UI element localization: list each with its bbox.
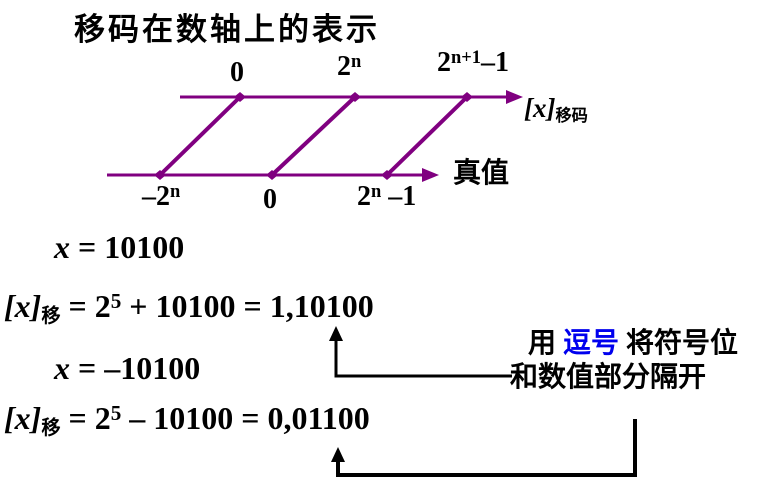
bracket-x: [x]: [4, 400, 42, 436]
annotation-text: 用: [528, 328, 564, 359]
annotation-connector-bottom: [331, 419, 637, 477]
bracket-x: [x]: [524, 93, 556, 123]
tick-exponent: n: [371, 180, 382, 201]
comma-annotation-line1: 用 逗号 将符号位: [528, 328, 739, 360]
tick-value: 2: [437, 47, 451, 78]
bracket-x: [x]: [4, 288, 42, 324]
diagonal-mapping-line: [158, 95, 242, 177]
tick-value: 2: [357, 181, 371, 212]
diagonal-mapping-line: [385, 95, 469, 177]
formula-subscript: 移: [41, 417, 61, 439]
bottom-axis-label-neg2n: –2n: [142, 180, 181, 213]
axis-point-marker: [234, 92, 246, 102]
top-axis-arrow-icon: [506, 90, 523, 104]
formula-excess-positive: [x]移 = 25 + 10100 = 1,10100: [4, 288, 374, 327]
axis-point-marker: [349, 92, 361, 102]
bottom-axis-label-zero: 0: [263, 184, 277, 216]
mapping-diagonals: [158, 95, 469, 177]
formula-variable: x: [54, 350, 70, 386]
axis-name-subscript: 移码: [555, 107, 588, 126]
tick-exponent: n+1: [451, 46, 482, 67]
formula-x-positive: x = 10100: [54, 229, 184, 266]
excess-code-axis-name: [x]移码: [524, 93, 588, 126]
formula-text: – 10100 = 0,01100: [121, 400, 370, 436]
top-axis-label-zero: 0: [230, 57, 244, 89]
axis-point-marker: [461, 92, 473, 102]
annotation-connector-top: [329, 326, 512, 378]
true-value-axis-name: 真值: [453, 158, 510, 189]
axis-point-marker: [266, 170, 278, 180]
formula-text: = 2: [60, 288, 111, 324]
comma-annotation-line2: 和数值部分隔开: [510, 362, 707, 393]
tick-suffix: –1: [481, 47, 510, 78]
formula-subscript: 移: [41, 305, 61, 327]
tick-value: –2: [142, 181, 170, 212]
top-axis-label-2n1-minus1: 2n+1–1: [437, 46, 510, 79]
annotation-text: 将符号位: [619, 328, 739, 359]
tick-exponent: n: [170, 180, 181, 201]
formula-text: = 2: [60, 400, 111, 436]
tick-value: 0: [263, 184, 277, 215]
connector-line: [334, 332, 512, 378]
annotation-highlight: 逗号: [563, 328, 620, 359]
tick-suffix: –1: [381, 181, 417, 212]
formula-excess-negative: [x]移 = 25 – 10100 = 0,01100: [4, 400, 370, 439]
tick-exponent: n: [351, 50, 362, 71]
tick-value: 0: [230, 57, 244, 88]
formula-text: + 10100 = 1,10100: [121, 288, 374, 324]
axis-point-marker: [154, 170, 166, 180]
arrow-up-icon: [329, 326, 343, 341]
formula-exponent: 5: [110, 400, 122, 425]
bottom-axis-arrow-icon: [422, 168, 439, 182]
connector-line: [336, 419, 637, 477]
formula-text: = –10100: [70, 350, 201, 386]
arrow-up-icon: [331, 447, 345, 462]
bottom-axis-label-2n-minus1: 2n –1: [357, 180, 417, 213]
formula-exponent: 5: [110, 288, 122, 313]
top-axis-label-2n: 2n: [337, 50, 362, 83]
axis-point-markers: [154, 92, 473, 180]
tick-value: 2: [337, 51, 351, 82]
formula-text: = 10100: [70, 229, 185, 265]
axis-point-marker: [381, 170, 393, 180]
page-title: 移码在数轴上的表示: [74, 12, 380, 47]
diagonal-mapping-line: [270, 95, 357, 177]
formula-variable: x: [54, 229, 70, 265]
formula-x-negative: x = –10100: [54, 350, 200, 387]
